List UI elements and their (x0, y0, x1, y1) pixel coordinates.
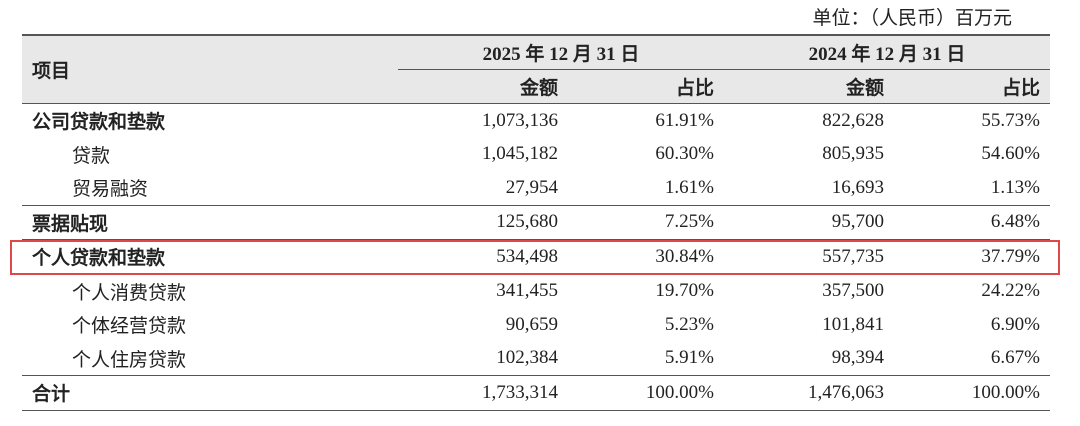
cell: 61.91% (655, 109, 714, 131)
cell: 90,659 (505, 313, 558, 335)
cell: 341,455 (496, 280, 558, 302)
cell: 19.70% (655, 280, 714, 302)
table-row: 公司贷款和垫款 1,073,136 61.91% 822,628 55.73% (22, 104, 1050, 138)
cell: 5.23% (664, 313, 714, 335)
table-row: 个人住房贷款 102,384 5.91% 98,394 6.67% (22, 341, 1050, 376)
cell: 101,841 (822, 313, 884, 335)
row-label: 个人贷款和垫款 (22, 239, 398, 275)
cell: 6.48% (893, 205, 1050, 240)
table-row: 个人贷款和垫款 534,498 30.84% 557,735 37.79% (22, 239, 1050, 275)
cell: 1.61% (568, 171, 724, 206)
row-label: 票据贴现 (22, 205, 398, 240)
cell: 6.90% (990, 313, 1040, 335)
cell: 27,954 (398, 171, 568, 206)
cell: 357,500 (822, 280, 884, 302)
row-label: 合计 (22, 375, 398, 411)
cell: 1,476,063 (723, 375, 894, 411)
cell: 98,394 (723, 341, 894, 376)
table-row: 票据贴现 125,680 7.25% 95,700 6.48% (22, 205, 1050, 240)
cell: 125,680 (398, 205, 568, 240)
cell: 5.91% (568, 341, 724, 376)
cell: 1,733,314 (398, 375, 568, 411)
row-label: 个人住房贷款 (22, 341, 398, 376)
subcolumn-header: 占比 (568, 69, 724, 104)
cell: 557,735 (723, 239, 894, 275)
row-label: 公司贷款和垫款 (32, 112, 166, 134)
table-row: 贷款 1,045,182 60.30% 805,935 54.60% (22, 138, 1050, 172)
cell: 16,693 (723, 171, 894, 206)
cell: 24.22% (981, 280, 1040, 302)
loan-table: 项目 2025 年 12 月 31 日 2024 年 12 月 31 日 金额 … (22, 34, 1050, 411)
cell: 822,628 (822, 109, 884, 131)
cell: 60.30% (655, 143, 714, 165)
table-body: 公司贷款和垫款 1,073,136 61.91% 822,628 55.73% 贷款 1,0… (22, 104, 1050, 411)
cell: 102,384 (398, 341, 568, 376)
cell: 1,073,136 (482, 109, 558, 131)
cell: 1,045,182 (482, 143, 558, 165)
subheader-row: 金额 占比 金额 占比 (22, 69, 1050, 104)
row-label: 贷款 (72, 145, 111, 167)
cell: 100.00% (893, 375, 1050, 411)
unit-note: 单位：（人民币）百万元 (812, 8, 1012, 29)
item-header: 项目 (22, 35, 398, 104)
cell: 534,498 (398, 239, 568, 275)
cell: 6.67% (893, 341, 1050, 376)
cell: 805,935 (822, 143, 884, 165)
cell: 54.60% (981, 143, 1040, 165)
cell: 95,700 (723, 205, 894, 240)
cell: 55.73% (981, 109, 1040, 131)
subcolumn-header: 金额 (723, 69, 894, 104)
group-header: 2024 年 12 月 31 日 (723, 35, 1050, 70)
row-label: 个人消费贷款 (72, 282, 187, 304)
cell: 100.00% (568, 375, 724, 411)
cell: 37.79% (893, 239, 1050, 275)
cell: 7.25% (568, 205, 724, 240)
table-row: 个体经营贷款 90,659 5.23% 101,841 6.90% (22, 308, 1050, 342)
row-label: 贸易融资 (22, 171, 398, 206)
row-label: 个体经营贷款 (72, 316, 187, 338)
cell: 1.13% (893, 171, 1050, 206)
subcolumn-header: 金额 (398, 69, 568, 104)
subcolumn-header: 占比 (893, 69, 1050, 104)
cell: 30.84% (568, 239, 724, 275)
header-row: 项目 2025 年 12 月 31 日 2024 年 12 月 31 日 (22, 35, 1050, 104)
table-row: 个人消费贷款 341,455 19.70% 357,500 24.22% (22, 274, 1050, 308)
group-header: 2025 年 12 月 31 日 (398, 35, 724, 70)
table-row: 贸易融资 27,954 1.61% 16,693 1.13% (22, 171, 1050, 206)
table-row: 合计 1,733,314 100.00% 1,476,063 100.00% (22, 375, 1050, 411)
